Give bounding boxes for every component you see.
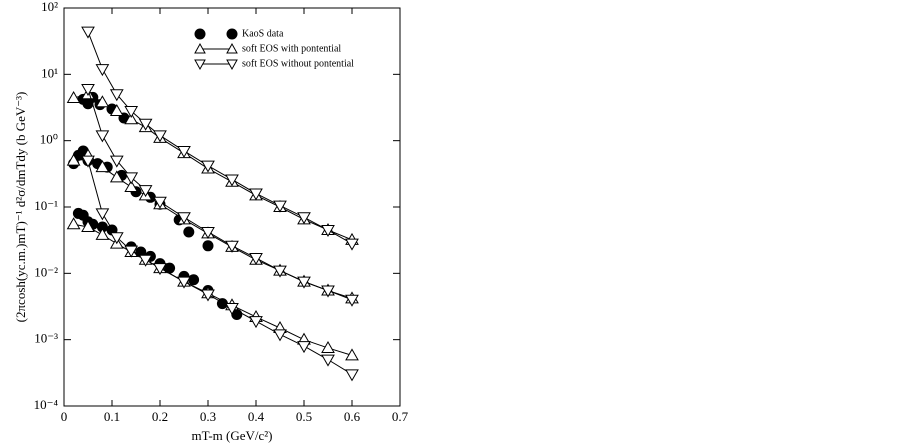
data-point <box>345 369 359 382</box>
data-point <box>124 112 139 125</box>
data-point <box>138 254 153 267</box>
data-point <box>177 276 191 289</box>
data-point <box>95 130 110 143</box>
data-point <box>201 226 215 239</box>
data-point <box>225 174 239 187</box>
data-point <box>124 106 139 119</box>
data-point <box>297 276 311 289</box>
data-point <box>249 316 263 329</box>
data-point <box>124 172 139 185</box>
data-point <box>153 263 167 276</box>
x-tick-label: 0.4 <box>248 409 265 424</box>
data-point <box>109 103 124 117</box>
data-point <box>273 265 287 278</box>
data-point <box>95 227 110 240</box>
data-point <box>321 285 335 298</box>
data-point <box>273 329 287 342</box>
legend-marker <box>194 59 206 71</box>
x-tick-label: 0.1 <box>104 409 120 424</box>
data-point <box>321 340 335 353</box>
data-point <box>109 89 124 102</box>
data-point <box>177 145 191 158</box>
y-tick-label: 10¹ <box>41 65 58 80</box>
data-point <box>183 226 195 238</box>
data-point <box>109 170 124 183</box>
data-point <box>297 212 311 225</box>
x-tick-label: 0 <box>61 409 68 424</box>
legend-label: soft EOS without pontential <box>242 58 354 69</box>
data-point <box>321 354 335 367</box>
data-point <box>109 155 124 168</box>
data-point <box>66 217 81 230</box>
x-tick-label: 0.3 <box>200 409 216 424</box>
data-point <box>201 289 215 302</box>
y-tick-label: 10² <box>41 0 58 14</box>
data-point <box>201 160 215 173</box>
data-point <box>95 95 110 108</box>
data-point <box>66 90 81 103</box>
data-point <box>249 188 263 201</box>
data-point <box>164 262 176 274</box>
y-tick-label: 10⁰ <box>40 132 58 147</box>
y-tick-label: 10⁻⁴ <box>34 397 59 412</box>
data-point <box>249 253 263 266</box>
legend-label: KaoS data <box>242 28 284 39</box>
x-tick-label: 0.7 <box>392 409 409 424</box>
data-point <box>95 64 110 77</box>
data-point <box>177 212 191 225</box>
x-tick-label: 0.6 <box>344 409 361 424</box>
data-point <box>153 196 167 209</box>
legend-marker <box>226 42 238 54</box>
legend-label: soft EOS with pontential <box>242 43 341 54</box>
x-tick-label: 0.5 <box>296 409 312 424</box>
data-point <box>225 303 239 316</box>
x-axis-label: mT-m (GeV/c²) <box>191 428 272 443</box>
data-point <box>321 225 335 238</box>
data-point <box>188 274 200 286</box>
y-tick-label: 10⁻³ <box>34 331 58 346</box>
data-point <box>153 130 167 143</box>
legend-marker <box>194 42 206 54</box>
legend-marker <box>194 28 206 40</box>
y-tick-label: 10⁻¹ <box>34 198 58 213</box>
data-point <box>124 245 139 258</box>
y-axis-label: (2πcosh(yc.m.)mT)⁻¹ d²σ/dmTdy (b GeV⁻³) <box>13 92 28 323</box>
data-point <box>138 118 153 131</box>
data-point <box>96 221 108 233</box>
data-point <box>66 153 81 166</box>
data-point <box>202 240 214 252</box>
series-line <box>73 93 353 241</box>
data-point <box>138 185 153 198</box>
data-point <box>225 240 239 253</box>
data-point <box>95 160 110 173</box>
data-point <box>95 208 110 221</box>
data-point <box>81 219 95 232</box>
data-point <box>109 232 124 245</box>
y-tick-label: 10⁻² <box>34 264 58 279</box>
data-point <box>81 84 95 97</box>
data-point <box>81 155 95 168</box>
x-tick-label: 0.2 <box>152 409 168 424</box>
data-point <box>297 341 311 354</box>
legend-marker <box>226 28 238 40</box>
data-point <box>345 238 359 251</box>
data-point <box>124 180 139 193</box>
data-point <box>345 348 359 361</box>
data-point <box>273 200 287 213</box>
legend-marker <box>226 59 238 71</box>
data-point <box>345 294 359 307</box>
data-point <box>81 26 95 39</box>
